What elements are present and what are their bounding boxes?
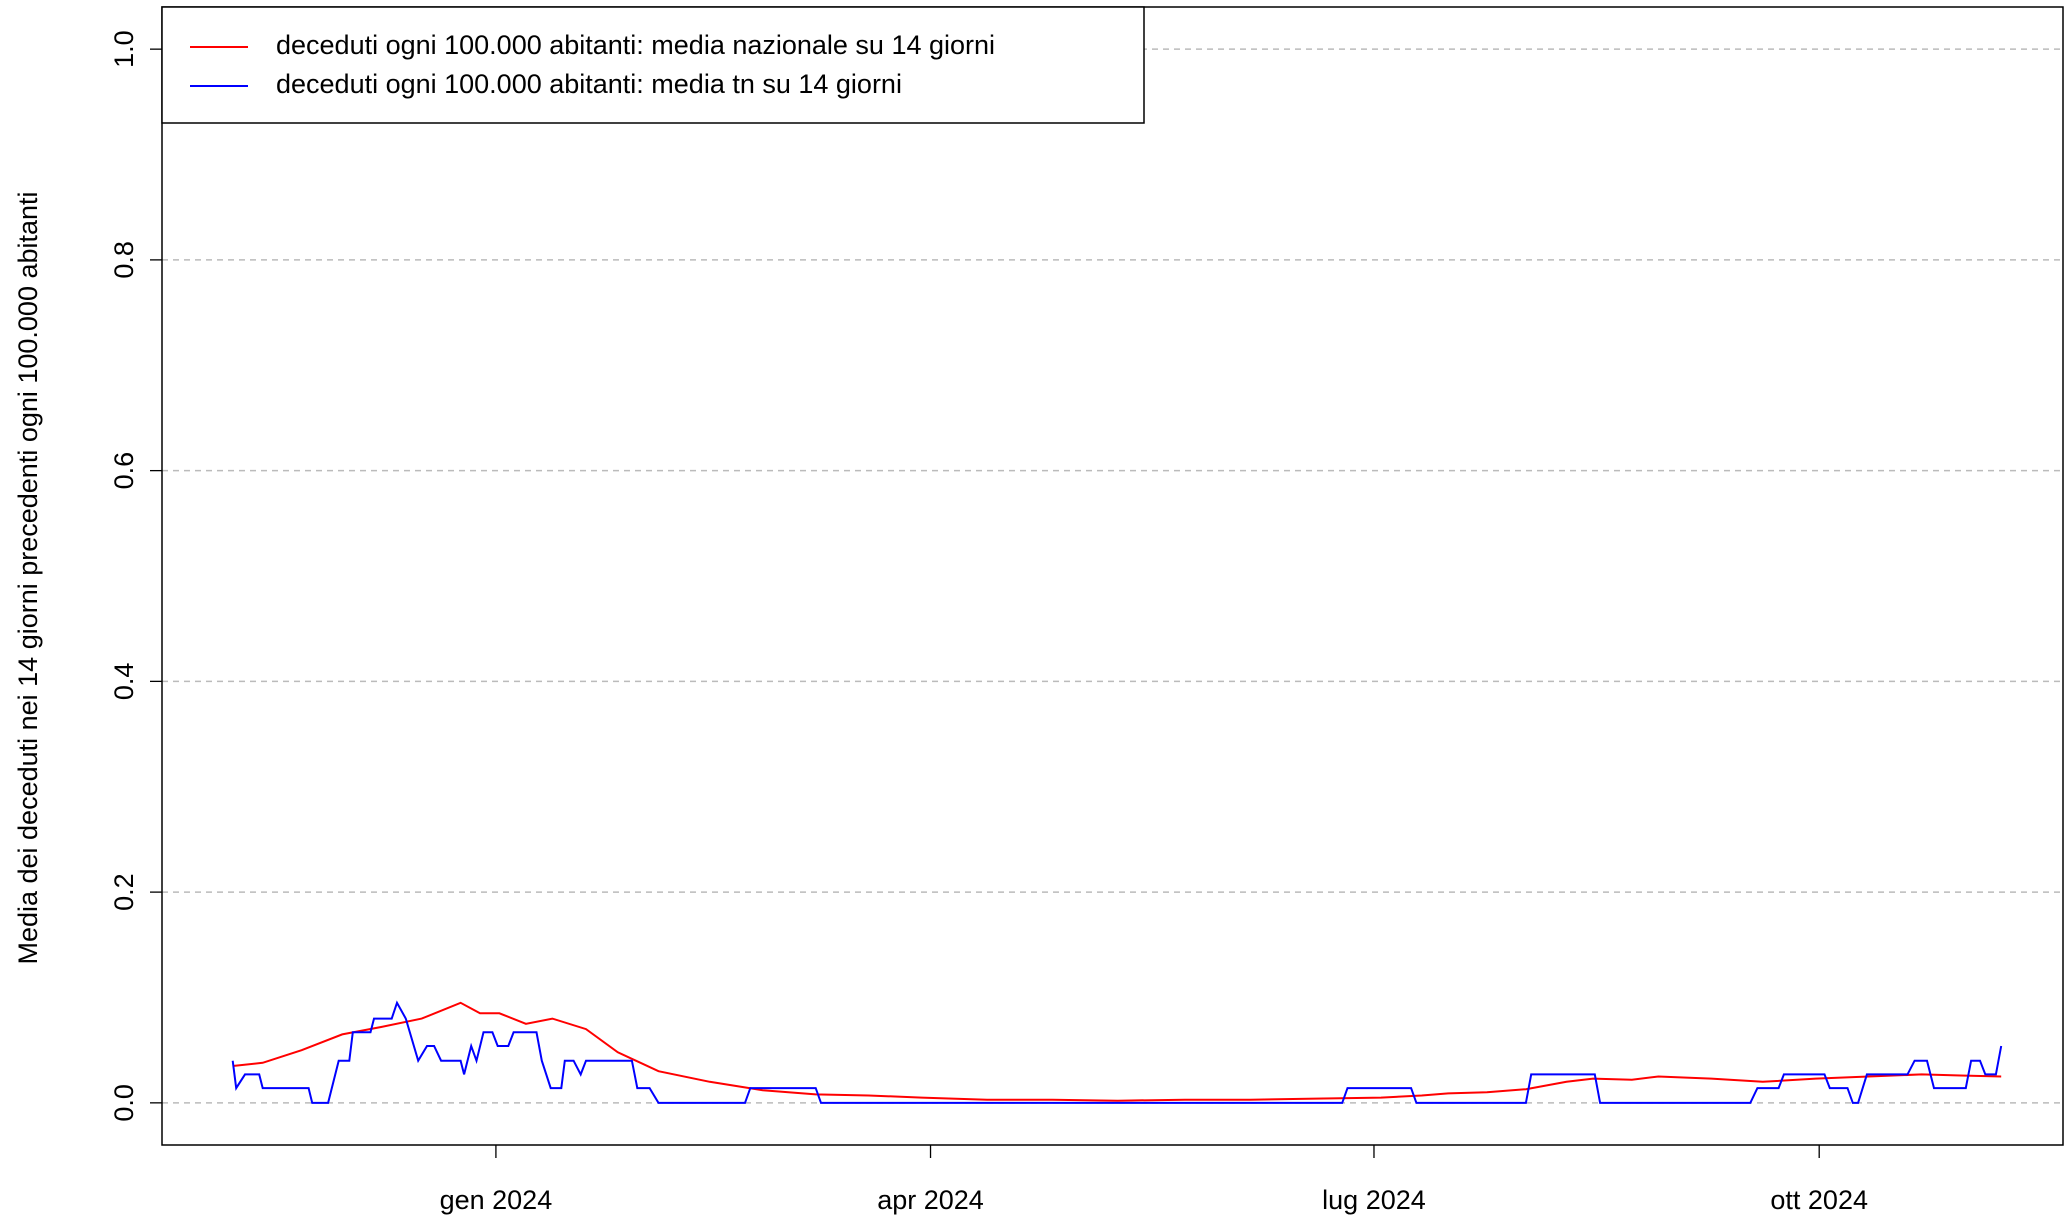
- y-tick-label: 0.8: [109, 241, 139, 279]
- legend-label: deceduti ogni 100.000 abitanti: media tn…: [276, 69, 902, 99]
- legend-label: deceduti ogni 100.000 abitanti: media na…: [276, 30, 995, 60]
- y-axis-label: Media dei deceduti nei 14 giorni precede…: [13, 191, 43, 964]
- series-line: [231, 1000, 2003, 1104]
- x-tick-label: apr 2024: [877, 1185, 984, 1215]
- legend-box: [161, 6, 1145, 124]
- x-tick-label: ott 2024: [1770, 1185, 1868, 1215]
- y-tick-label: 0.4: [109, 663, 139, 701]
- x-tick-label: lug 2024: [1322, 1185, 1426, 1215]
- x-tick-label: gen 2024: [440, 1185, 553, 1215]
- y-tick-label: 0.6: [109, 452, 139, 490]
- y-tick-label: 0.0: [109, 1084, 139, 1122]
- series-line: [232, 1001, 2002, 1102]
- y-tick-label: 0.2: [109, 873, 139, 911]
- y-tick-label: 1.0: [109, 30, 139, 68]
- plot-frame: [161, 6, 2064, 1146]
